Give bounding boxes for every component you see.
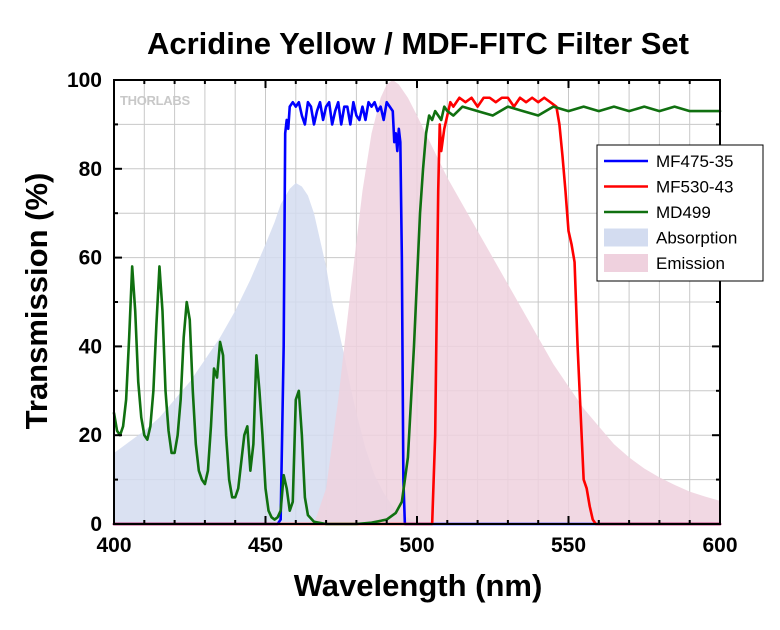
legend: MF475-35 MF530-43 MD499 Absorption Emission xyxy=(596,144,764,282)
legend-label-emission: Emission xyxy=(656,254,725,273)
legend-swatch-emission xyxy=(604,254,648,272)
y-tick-label: 20 xyxy=(79,424,102,447)
axis-ticks xyxy=(113,79,721,525)
tick-labels: 400 450 500 550 600 0 20 40 60 80 100 xyxy=(67,69,738,557)
thorlabs-watermark: THORLABS xyxy=(120,93,190,108)
x-tick-label: 600 xyxy=(702,534,737,557)
y-tick-label: 80 xyxy=(79,158,102,181)
legend-label-md499: MD499 xyxy=(656,203,711,222)
emission-area xyxy=(313,80,720,524)
x-tick-label: 400 xyxy=(96,534,131,557)
legend-label-mf530-43: MF530-43 xyxy=(656,178,733,197)
y-tick-label: 40 xyxy=(79,335,102,358)
mf530-43-line xyxy=(112,96,722,526)
legend-label-absorption: Absorption xyxy=(656,229,737,248)
line-series xyxy=(112,96,722,526)
area-series xyxy=(114,80,720,524)
y-axis-title: Transmission (%) xyxy=(19,173,54,430)
md499-line xyxy=(112,105,722,526)
y-tick-label: 0 xyxy=(90,513,102,536)
y-tick-label: 100 xyxy=(67,69,102,92)
chart-title: Acridine Yellow / MDF-FITC Filter Set xyxy=(147,26,689,61)
x-tick-label: 450 xyxy=(248,534,283,557)
mf475-35-line xyxy=(112,100,722,526)
x-tick-label: 550 xyxy=(551,534,586,557)
y-tick-label: 60 xyxy=(79,247,102,270)
x-axis-title: Wavelength (nm) xyxy=(294,568,543,603)
x-tick-label: 500 xyxy=(399,534,434,557)
legend-label-mf475-35: MF475-35 xyxy=(656,152,733,171)
legend-swatch-absorption xyxy=(604,228,648,247)
